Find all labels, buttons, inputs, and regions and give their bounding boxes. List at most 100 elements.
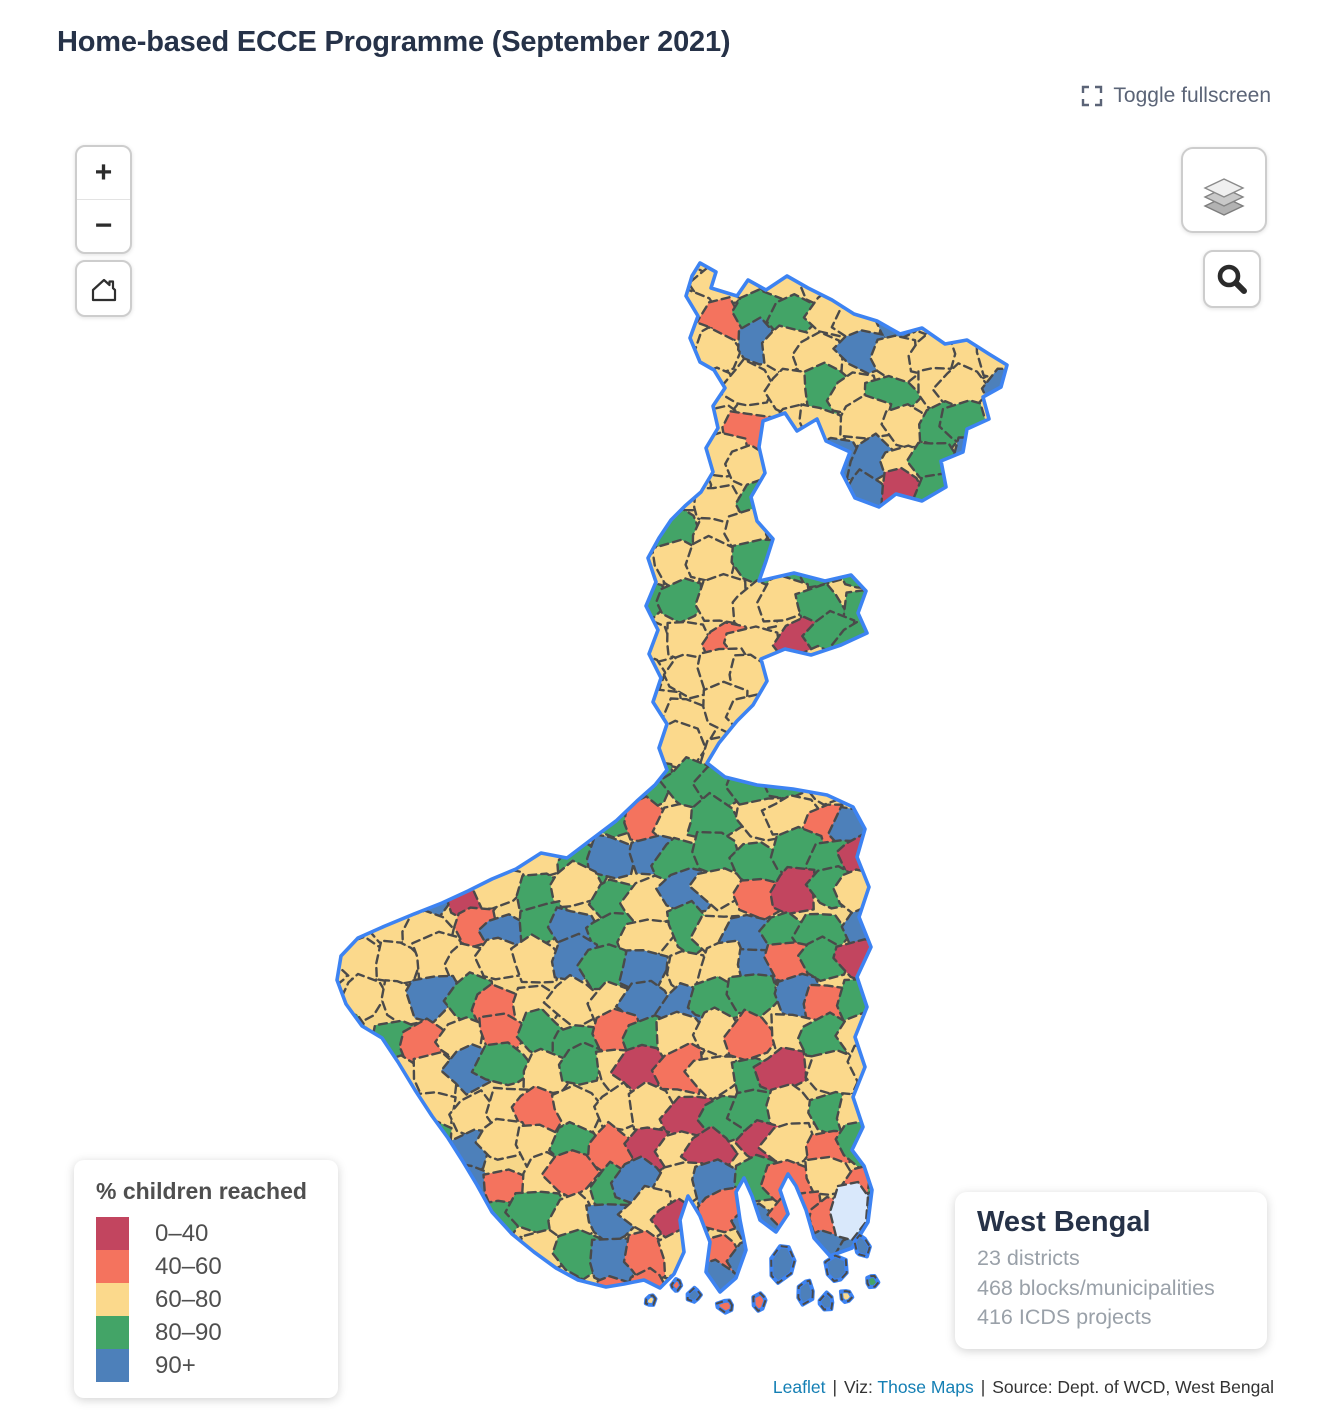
block-cell[interactable] xyxy=(466,397,529,455)
block-cell[interactable] xyxy=(536,761,593,815)
block-cell[interactable] xyxy=(410,1233,462,1280)
block-cell[interactable] xyxy=(803,685,859,735)
block-cell[interactable] xyxy=(369,404,425,456)
block-cell[interactable] xyxy=(446,651,497,703)
block-cell[interactable] xyxy=(585,258,647,314)
block-cell[interactable] xyxy=(764,653,813,704)
block-cell[interactable] xyxy=(688,867,753,912)
block-cell[interactable] xyxy=(809,723,855,776)
block-cell[interactable] xyxy=(544,365,604,415)
toggle-fullscreen-button[interactable]: Toggle fullscreen xyxy=(1080,84,1271,108)
block-cell[interactable] xyxy=(330,586,389,629)
block-cell[interactable] xyxy=(796,502,855,550)
block-cell[interactable] xyxy=(585,219,643,275)
block-cell[interactable] xyxy=(477,716,531,771)
block-cell[interactable] xyxy=(514,802,574,858)
block-cell[interactable] xyxy=(588,654,641,700)
block-cell[interactable] xyxy=(542,973,602,1030)
block-cell[interactable] xyxy=(332,647,386,701)
block-cell[interactable] xyxy=(469,249,532,305)
block-cell[interactable] xyxy=(337,1266,397,1313)
block-cell[interactable] xyxy=(327,472,384,526)
block-cell-no-data[interactable] xyxy=(828,1180,870,1242)
block-cell[interactable] xyxy=(475,1261,527,1304)
block-cell[interactable] xyxy=(509,933,565,984)
block-cell[interactable] xyxy=(827,213,887,264)
block-cell[interactable] xyxy=(910,589,963,643)
block-cell[interactable] xyxy=(477,513,539,557)
block-cell[interactable] xyxy=(915,1188,962,1238)
block-cell[interactable] xyxy=(839,714,889,774)
block-cell[interactable] xyxy=(326,369,387,418)
block-cell[interactable] xyxy=(906,1119,960,1173)
block-cell[interactable] xyxy=(439,752,490,806)
block-cell[interactable] xyxy=(515,653,570,704)
block-cell[interactable] xyxy=(973,1057,1027,1106)
block-cell[interactable] xyxy=(910,824,971,877)
block-cell[interactable] xyxy=(377,253,427,302)
block-cell[interactable] xyxy=(372,762,433,805)
block-cell[interactable] xyxy=(973,478,1027,531)
block-cell[interactable] xyxy=(577,370,637,425)
block-cell[interactable] xyxy=(410,263,471,312)
block-cell[interactable] xyxy=(292,326,349,378)
block-cell[interactable] xyxy=(585,833,638,880)
block-cell[interactable] xyxy=(752,1046,808,1096)
block-cell[interactable] xyxy=(371,295,419,342)
block-cell[interactable] xyxy=(361,728,417,778)
block-cell[interactable] xyxy=(447,686,504,734)
block-cell[interactable] xyxy=(570,622,638,671)
block-cell[interactable] xyxy=(909,941,972,995)
block-cell[interactable] xyxy=(376,830,429,887)
block-cell[interactable] xyxy=(470,582,527,637)
block-cell[interactable] xyxy=(324,546,378,592)
block-cell[interactable] xyxy=(549,859,608,909)
search-button[interactable] xyxy=(1203,250,1261,308)
block-cell[interactable] xyxy=(950,1121,1004,1169)
block-cell[interactable] xyxy=(403,508,454,555)
block-cell[interactable] xyxy=(337,1047,390,1103)
block-cell[interactable] xyxy=(290,364,344,415)
block-cell[interactable] xyxy=(362,474,421,531)
block-cell[interactable] xyxy=(862,946,915,1002)
block-cell[interactable] xyxy=(379,697,428,745)
block-cell[interactable] xyxy=(470,1041,537,1087)
block-cell[interactable] xyxy=(334,689,392,741)
block-cell[interactable] xyxy=(303,1092,357,1142)
block-cell[interactable] xyxy=(293,821,352,870)
block-cell[interactable] xyxy=(361,862,421,913)
block-cell[interactable] xyxy=(583,467,642,525)
block-cell[interactable] xyxy=(877,1088,929,1142)
block-cell[interactable] xyxy=(301,434,358,488)
block-cell[interactable] xyxy=(868,581,916,635)
block-cell[interactable] xyxy=(343,294,393,345)
block-cell[interactable] xyxy=(978,252,1030,301)
block-cell[interactable] xyxy=(947,477,1008,521)
block-cell[interactable] xyxy=(762,477,810,521)
block-cell[interactable] xyxy=(480,225,538,270)
block-cell[interactable] xyxy=(970,643,1027,695)
block-cell[interactable] xyxy=(905,615,962,666)
block-cell[interactable] xyxy=(476,786,536,843)
block-cell[interactable] xyxy=(338,1225,392,1277)
block-cell[interactable] xyxy=(413,293,464,343)
block-cell[interactable] xyxy=(934,831,997,888)
block-cell[interactable] xyxy=(554,515,604,562)
block-cell[interactable] xyxy=(953,268,1004,312)
block-cell[interactable] xyxy=(476,438,534,484)
block-cell[interactable] xyxy=(524,335,571,391)
block-cell[interactable] xyxy=(580,695,637,747)
block-cell[interactable] xyxy=(371,793,424,840)
block-cell[interactable] xyxy=(410,759,464,805)
block-cell[interactable] xyxy=(375,1237,435,1281)
block-cell[interactable] xyxy=(401,471,461,523)
block-cell[interactable] xyxy=(435,370,491,414)
block-cell[interactable] xyxy=(683,1055,749,1103)
block-cell[interactable] xyxy=(447,793,500,842)
block-cell[interactable] xyxy=(327,330,387,374)
block-cell[interactable] xyxy=(357,1195,419,1242)
block-cell[interactable] xyxy=(505,1260,559,1308)
block-cell[interactable] xyxy=(551,298,602,345)
block-cell[interactable] xyxy=(294,217,344,259)
block-cell[interactable] xyxy=(403,426,458,478)
